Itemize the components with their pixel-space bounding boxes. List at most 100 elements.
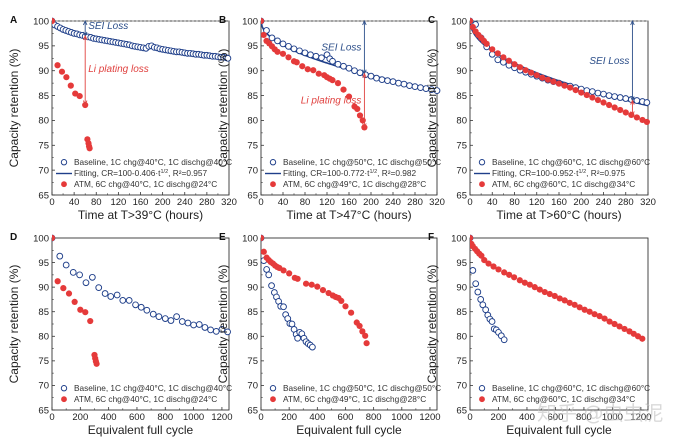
- y-tick-label: 90: [38, 66, 49, 77]
- legend-open-circle-icon: [478, 385, 486, 392]
- data-point-atm: [315, 70, 322, 77]
- data-point-baseline: [82, 279, 90, 287]
- data-point-atm: [591, 311, 598, 318]
- data-point-baseline: [616, 94, 624, 101]
- data-point-baseline: [101, 290, 109, 297]
- data-point-atm: [338, 297, 345, 305]
- data-point-atm: [52, 234, 56, 242]
- series-baseline: [52, 234, 231, 336]
- y-tick-label: 80: [247, 332, 258, 343]
- series-atm: [470, 234, 646, 342]
- data-point-atm: [279, 50, 287, 57]
- arrow-head-icon: [630, 99, 635, 105]
- series-baseline: [261, 17, 441, 94]
- data-point-atm: [566, 299, 573, 306]
- legend-open-circle-icon: [60, 385, 68, 392]
- data-point-baseline: [367, 72, 375, 80]
- data-point-atm: [617, 106, 624, 114]
- data-point-baseline: [274, 37, 281, 45]
- x-tick-label: 120: [110, 197, 126, 208]
- data-point-baseline: [161, 315, 169, 322]
- sei-loss-label: SEI Loss: [321, 42, 361, 53]
- data-point-atm: [546, 290, 553, 298]
- data-point-atm: [310, 67, 317, 74]
- data-point-atm: [550, 78, 557, 85]
- arrow-head-icon: [630, 19, 635, 26]
- data-point-atm: [633, 114, 640, 121]
- data-point-atm: [54, 278, 61, 285]
- data-point-baseline: [474, 288, 482, 296]
- legend-entry: ATM, 6C chg@40°C, 1C dischg@24°C: [74, 179, 217, 189]
- panel-label: A: [10, 15, 17, 26]
- data-point-baseline: [307, 51, 314, 59]
- x-tick-label: 280: [618, 197, 634, 208]
- y-tick-label: 95: [247, 258, 258, 269]
- data-point-atm: [589, 94, 596, 101]
- plot-area: [470, 17, 651, 126]
- data-point-baseline: [173, 313, 180, 321]
- data-point-atm: [359, 117, 366, 124]
- data-point-atm: [596, 313, 603, 320]
- plot-area: [261, 17, 441, 131]
- y-axis-title: Capacity retention (%): [7, 49, 21, 168]
- data-point-baseline: [373, 74, 380, 82]
- data-point-baseline: [107, 293, 115, 300]
- data-point-atm: [86, 145, 93, 152]
- x-tick-label: 1000: [183, 412, 204, 423]
- y-tick-label: 85: [38, 307, 49, 318]
- data-point-atm: [611, 320, 618, 328]
- x-tick-label: 600: [338, 412, 354, 423]
- data-point-baseline: [395, 79, 402, 87]
- data-point-atm: [294, 275, 301, 282]
- x-tick-label: 1200: [630, 412, 651, 423]
- arrow-head-icon: [362, 123, 367, 129]
- data-point-atm: [533, 72, 540, 79]
- y-tick-label: 70: [38, 165, 49, 176]
- data-point-baseline: [633, 97, 641, 104]
- x-tick-label: 320: [429, 197, 445, 208]
- legend-entry: ATM, 6C chg@60°C, 1C dischg@34°C: [492, 394, 635, 404]
- data-point-baseline: [290, 45, 298, 53]
- legend-entry: ATM, 6C chg@60°C, 1C dischg@34°C: [492, 179, 635, 189]
- legend-open-circle-icon: [269, 385, 277, 392]
- series-atm: [261, 17, 368, 131]
- x-tick-label: 320: [221, 197, 237, 208]
- data-point-atm: [556, 295, 563, 302]
- x-tick-label: 600: [548, 412, 564, 423]
- data-point-atm: [571, 301, 578, 308]
- arrow-head-icon: [82, 19, 88, 26]
- data-point-atm: [93, 360, 100, 367]
- legend-open-circle-icon: [60, 159, 68, 166]
- data-point-baseline: [389, 78, 397, 86]
- data-point-baseline: [600, 90, 607, 98]
- data-point-atm: [622, 109, 629, 116]
- x-tick-label: 240: [596, 197, 612, 208]
- x-axis-title: Equivalent full cycle: [506, 423, 612, 437]
- data-point-atm: [606, 318, 613, 325]
- x-tick-label: 0: [258, 197, 263, 208]
- series-baseline: [52, 17, 232, 62]
- data-point-baseline: [351, 67, 358, 75]
- y-tick-label: 100: [242, 16, 258, 27]
- data-point-atm: [516, 277, 523, 284]
- panel-c: C 65 70 75 80 85 90 95 100 0 40 80 120 160 200 240 280 32…: [425, 15, 656, 222]
- data-point-atm: [58, 68, 66, 75]
- data-point-atm: [363, 340, 370, 347]
- y-axis-title: Capacity retention (%): [425, 49, 439, 168]
- x-tick-label: 320: [640, 197, 656, 208]
- data-point-atm: [470, 23, 476, 31]
- data-point-atm: [60, 285, 67, 292]
- data-point-atm: [76, 92, 83, 100]
- x-tick-label: 160: [341, 197, 357, 208]
- data-point-baseline: [605, 92, 613, 99]
- y-tick-label: 65: [456, 405, 467, 416]
- y-tick-label: 65: [38, 190, 49, 201]
- data-point-atm: [261, 248, 267, 255]
- x-tick-label: 40: [487, 197, 498, 208]
- data-point-baseline: [113, 291, 121, 299]
- y-axis-title: Capacity retention (%): [7, 265, 21, 384]
- data-point-baseline: [218, 326, 226, 333]
- data-point-baseline: [268, 282, 275, 290]
- y-tick-label: 90: [247, 282, 258, 293]
- panel-label: B: [219, 15, 226, 26]
